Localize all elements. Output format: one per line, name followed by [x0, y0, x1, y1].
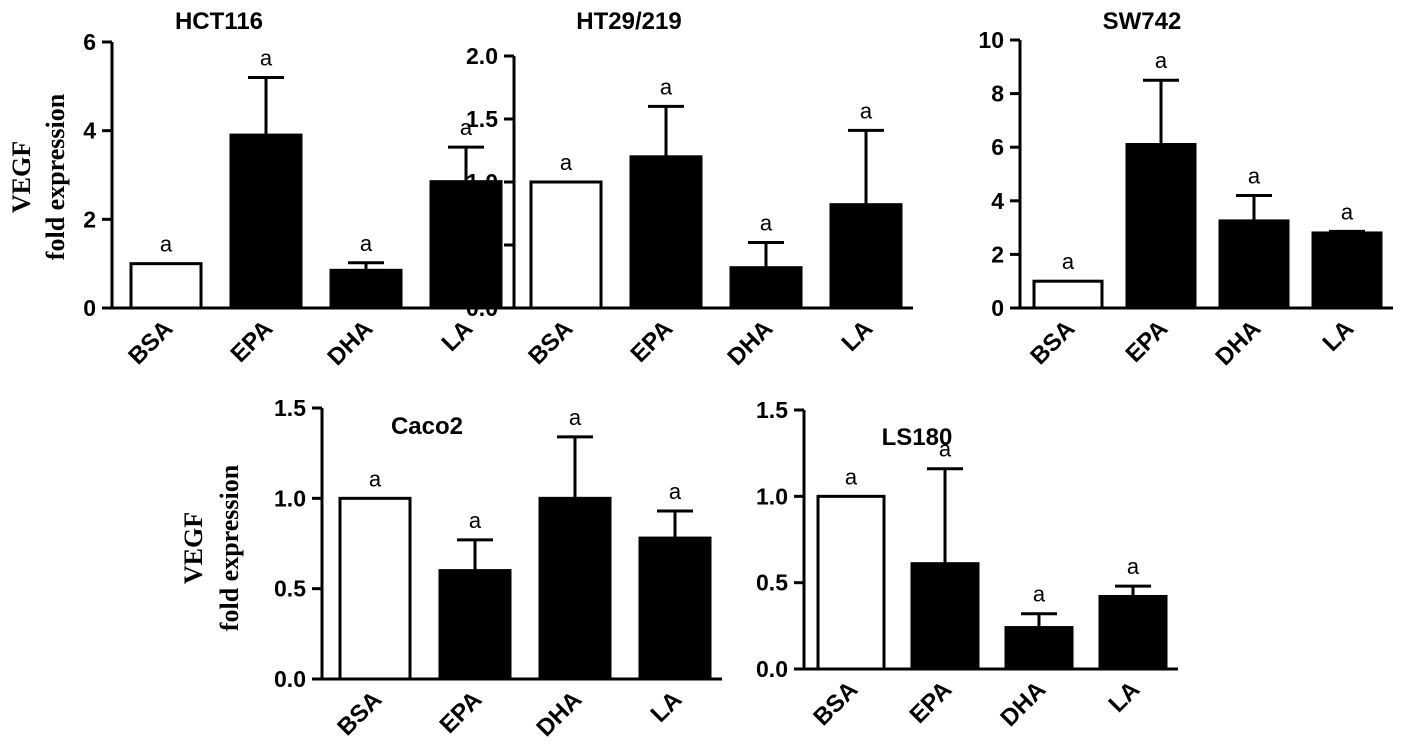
row2-ylabel-line2: fold expression — [215, 464, 244, 631]
significance-label: a — [1341, 199, 1354, 224]
y-tick-label: 1.5 — [756, 397, 788, 423]
bar-la — [829, 203, 903, 310]
bar-epa — [438, 569, 512, 681]
significance-label: a — [1062, 249, 1075, 274]
bar-dha — [729, 266, 803, 310]
row1-ylabel-line2: fold expression — [41, 93, 70, 260]
bar-dha — [1218, 219, 1290, 310]
significance-label: a — [469, 508, 482, 533]
category-label: LA — [646, 686, 688, 728]
significance-label: a — [1155, 48, 1168, 73]
y-tick-label: 1.5 — [466, 106, 498, 132]
bar-bsa — [338, 496, 412, 681]
category-label: BSA — [523, 315, 578, 370]
significance-label: a — [845, 464, 858, 489]
category-label: EPA — [905, 676, 958, 729]
category-label: EPA — [626, 315, 679, 368]
category-label: BSA — [123, 315, 178, 370]
category-label: BSA — [808, 676, 863, 731]
bar-epa — [1125, 143, 1197, 310]
category-label: LA — [837, 315, 879, 357]
panel-title: HT29/219 — [576, 8, 681, 35]
bar-bsa — [1032, 279, 1104, 310]
category-label: EPA — [1121, 315, 1174, 368]
significance-label: a — [160, 232, 173, 257]
significance-label: a — [669, 479, 682, 504]
significance-label: a — [560, 150, 573, 175]
y-tick-label: 6 — [991, 134, 1004, 160]
panel-title: HCT116 — [175, 8, 263, 35]
panel-ht29-219: HT29/219 0.0 0.5 1.0 1.5 2.0 a BSA a EPA a DHA a LA — [466, 8, 913, 371]
significance-label: a — [369, 466, 382, 491]
bar-dha — [329, 268, 403, 310]
bar-dha — [538, 496, 612, 681]
panel-title: Caco2 — [391, 413, 463, 440]
significance-label: a — [360, 231, 373, 256]
category-label: LA — [1318, 315, 1360, 357]
bar-la — [1098, 594, 1168, 671]
y-tick-label: 0.5 — [466, 232, 498, 258]
panel-sw742: SW742 0 2 4 6 8 10 a BSA a EPA a DHA a LA — [978, 8, 1393, 371]
category-label: DHA — [995, 676, 1051, 732]
bar-epa — [910, 562, 980, 671]
category-label: BSA — [332, 686, 387, 741]
category-label: EPA — [226, 315, 279, 368]
y-tick-label: 0.5 — [274, 576, 306, 602]
y-tick-label: 1.0 — [756, 483, 788, 509]
category-label: DHA — [722, 315, 778, 371]
bar-dha — [1004, 626, 1074, 671]
bar-bsa — [129, 262, 203, 310]
bar-epa — [629, 155, 703, 310]
bar-bsa — [816, 494, 886, 671]
y-tick-label: 2 — [991, 241, 1004, 267]
y-tick-label: 4 — [991, 188, 1004, 214]
y-tick-label: 0 — [83, 295, 96, 321]
row2-ylabel-line1: VEGF — [179, 512, 208, 584]
row1-ylabel-line1: VEGF — [7, 141, 36, 213]
y-tick-label: 10 — [978, 27, 1004, 53]
significance-label: a — [660, 74, 673, 99]
y-tick-label: 8 — [991, 81, 1004, 107]
significance-label: a — [569, 405, 582, 430]
y-tick-label: 4 — [83, 118, 96, 144]
y-tick-label: 0 — [991, 295, 1004, 321]
panel-title: LS180 — [882, 424, 953, 451]
bar-epa — [229, 133, 303, 310]
y-tick-label: 2.0 — [466, 43, 498, 69]
panel-title: SW742 — [1103, 8, 1182, 35]
category-label: EPA — [435, 686, 488, 739]
panel-ls180: LS180 0.0 0.5 1.0 1.5 a BSA a EPA a DHA a LA — [756, 397, 1178, 732]
significance-label: a — [1127, 554, 1140, 579]
y-tick-label: 0.0 — [466, 295, 498, 321]
panel-hct116: HCT116 0 2 4 6 a BSA a EPA a DHA a LA — [83, 8, 513, 371]
significance-label: a — [760, 210, 773, 235]
bar-la — [638, 536, 712, 681]
bar-la — [1311, 231, 1383, 310]
significance-label: a — [460, 115, 473, 140]
significance-label: a — [860, 98, 873, 123]
y-tick-label: 2 — [83, 206, 96, 232]
category-label: BSA — [1025, 315, 1080, 370]
panel-caco2: Caco2 0.0 0.5 1.0 1.5 a BSA a EPA a DHA a LA — [274, 395, 722, 742]
significance-label: a — [1248, 163, 1261, 188]
significance-label: a — [1033, 582, 1046, 607]
y-tick-label: 1.5 — [274, 395, 306, 421]
bar-bsa — [529, 180, 603, 310]
significance-label: a — [260, 45, 273, 70]
y-tick-label: 6 — [83, 29, 96, 55]
category-label: DHA — [1210, 315, 1266, 371]
y-tick-label: 1.0 — [274, 485, 306, 511]
category-label: DHA — [322, 315, 378, 371]
category-label: LA — [1104, 676, 1146, 718]
y-tick-label: 0.0 — [274, 666, 306, 692]
category-label: LA — [437, 315, 479, 357]
category-label: DHA — [531, 686, 587, 742]
y-tick-label: 0.5 — [756, 570, 788, 596]
significance-label: a — [939, 437, 952, 462]
y-tick-label: 0.0 — [756, 656, 788, 682]
y-tick-label: 1.0 — [466, 169, 498, 195]
